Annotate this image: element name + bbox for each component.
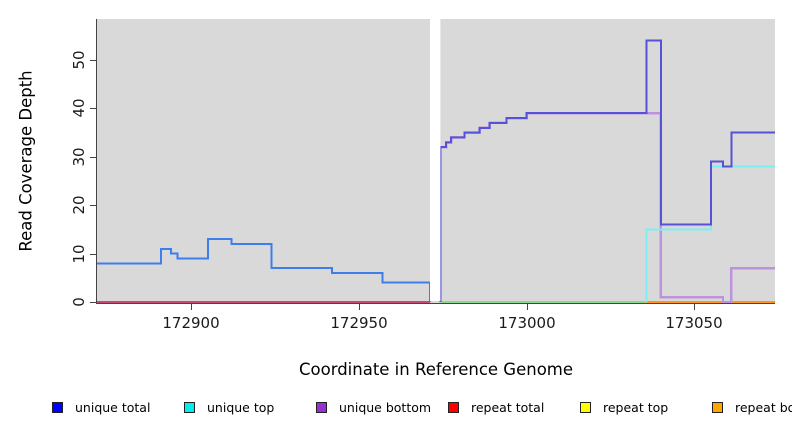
legend-label: unique top bbox=[207, 399, 275, 415]
series-unique-top-right bbox=[645, 165, 775, 302]
legend: unique total unique top unique bottom repea… bbox=[0, 398, 792, 418]
plot-panel bbox=[97, 19, 775, 303]
legend-item-repeat-top: repeat top bbox=[580, 398, 668, 416]
legend-item-unique-total: unique total bbox=[52, 398, 150, 416]
x-tick bbox=[359, 304, 360, 310]
x-tick-label: 172900 bbox=[162, 314, 220, 332]
y-tick bbox=[90, 205, 96, 206]
y-tick-label: 40 bbox=[70, 98, 88, 118]
legend-item-unique-bottom: unique bottom bbox=[316, 398, 431, 416]
legend-swatch-icon bbox=[448, 401, 459, 413]
legend-item-unique-top: unique top bbox=[184, 398, 274, 416]
x-tick bbox=[694, 304, 695, 310]
y-axis-title: Read Coverage Depth bbox=[16, 70, 36, 252]
legend-label: repeat total bbox=[471, 399, 545, 415]
x-tick-label: 173000 bbox=[498, 314, 556, 332]
legend-label: unique bottom bbox=[339, 399, 432, 415]
x-tick-label: 172950 bbox=[330, 314, 388, 332]
coverage-plot-svg bbox=[97, 19, 775, 303]
legend-swatch-icon bbox=[52, 401, 63, 413]
x-tick bbox=[191, 304, 192, 310]
y-tick bbox=[90, 157, 96, 158]
series-unique-total-right bbox=[439, 39, 775, 302]
legend-label: repeat top bbox=[603, 399, 669, 415]
legend-swatch-icon bbox=[184, 401, 195, 413]
legend-item-repeat-bottom: repeat bottom bbox=[712, 398, 792, 416]
legend-label: repeat bottom bbox=[735, 399, 792, 415]
x-tick-label: 173050 bbox=[665, 314, 723, 332]
x-axis-title: Coordinate in Reference Genome bbox=[298, 360, 574, 379]
y-tick bbox=[90, 254, 96, 255]
y-tick bbox=[90, 108, 96, 109]
y-axis-line bbox=[96, 19, 97, 304]
legend-swatch-icon bbox=[580, 401, 591, 413]
x-tick bbox=[527, 304, 528, 310]
legend-label: unique total bbox=[75, 399, 151, 415]
y-tick-label: 10 bbox=[70, 244, 88, 264]
y-tick-label: 50 bbox=[70, 50, 88, 70]
series-unique-bottom-right bbox=[439, 111, 775, 303]
legend-swatch-icon bbox=[712, 401, 723, 413]
y-tick-label: 20 bbox=[70, 195, 88, 215]
legend-swatch-icon bbox=[316, 401, 327, 413]
y-tick bbox=[90, 60, 96, 61]
coverage-gap bbox=[430, 19, 441, 301]
y-tick-label: 30 bbox=[70, 147, 88, 167]
x-axis-line bbox=[97, 303, 775, 304]
y-tick-label: 0 bbox=[70, 297, 88, 307]
legend-item-repeat-total: repeat total bbox=[448, 398, 544, 416]
y-tick bbox=[90, 302, 96, 303]
series-unique-total-left bbox=[97, 238, 431, 302]
